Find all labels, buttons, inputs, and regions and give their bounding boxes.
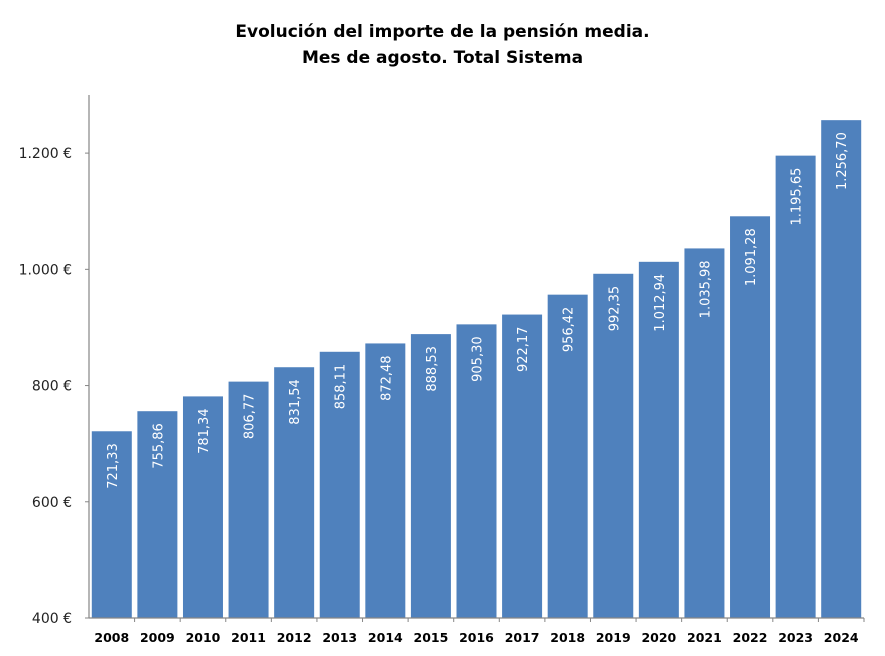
bar-2021 xyxy=(684,248,725,618)
bar-2016 xyxy=(456,324,497,618)
chart-subtitle: Mes de agosto. Total Sistema xyxy=(301,48,584,68)
x-tick-label-2010: 2010 xyxy=(186,630,221,645)
bar-2024 xyxy=(821,120,862,618)
x-tick-label-2019: 2019 xyxy=(596,630,631,645)
x-tick-label-2014: 2014 xyxy=(368,630,403,645)
bar-2013 xyxy=(319,351,360,618)
bar-2008 xyxy=(91,431,132,618)
x-tick-label-2016: 2016 xyxy=(459,630,494,645)
bar-2014 xyxy=(365,343,406,618)
data-label-2010: 781,34 xyxy=(197,408,212,454)
y-tick-label: 800 € xyxy=(32,379,72,395)
x-tick-label-2009: 2009 xyxy=(140,630,175,645)
data-label-2014: 872,48 xyxy=(379,355,394,401)
bar-2012 xyxy=(274,367,315,618)
x-tick-label-2011: 2011 xyxy=(231,630,266,645)
bar-2015 xyxy=(410,334,451,618)
data-label-2016: 905,30 xyxy=(471,336,486,382)
bar-2018 xyxy=(547,294,588,618)
x-tick-label-2015: 2015 xyxy=(414,630,449,645)
data-label-2022: 1.091,28 xyxy=(744,228,759,286)
bar-2017 xyxy=(502,314,543,618)
y-tick-label: 1.200 € xyxy=(19,146,72,162)
data-label-2012: 831,54 xyxy=(288,379,303,425)
bar-2019 xyxy=(593,273,634,618)
y-tick-label: 1.000 € xyxy=(19,262,72,278)
data-label-2009: 755,86 xyxy=(151,423,166,469)
bar-2011 xyxy=(228,381,269,618)
bar-2009 xyxy=(137,411,178,618)
data-label-2019: 992,35 xyxy=(607,286,622,332)
x-tick-label-2008: 2008 xyxy=(94,630,129,645)
data-label-2011: 806,77 xyxy=(243,394,258,440)
x-tick-label-2012: 2012 xyxy=(277,630,312,645)
chart-title: Evolución del importe de la pensión medi… xyxy=(235,22,650,42)
data-label-2008: 721,33 xyxy=(106,443,121,489)
bar-2020 xyxy=(638,261,679,618)
data-label-2024: 1.256,70 xyxy=(835,132,850,190)
x-tick-label-2024: 2024 xyxy=(824,630,859,645)
x-tick-label-2017: 2017 xyxy=(505,630,540,645)
bar-2023 xyxy=(775,155,816,618)
bar-2010 xyxy=(182,396,223,618)
bar-2022 xyxy=(730,216,771,619)
x-tick-label-2020: 2020 xyxy=(641,630,676,645)
data-label-2018: 956,42 xyxy=(562,307,577,353)
data-label-2017: 922,17 xyxy=(516,327,531,373)
data-label-2021: 1.035,98 xyxy=(698,260,713,318)
x-tick-label-2013: 2013 xyxy=(322,630,357,645)
x-tick-label-2023: 2023 xyxy=(778,630,813,645)
y-tick-label: 400 € xyxy=(32,611,72,627)
y-tick-label: 600 € xyxy=(32,495,72,511)
data-label-2023: 1.195,65 xyxy=(790,168,805,226)
data-label-2020: 1.012,94 xyxy=(653,274,668,332)
x-tick-label-2021: 2021 xyxy=(687,630,722,645)
x-tick-label-2018: 2018 xyxy=(550,630,585,645)
data-label-2015: 888,53 xyxy=(425,346,440,392)
x-tick-label-2022: 2022 xyxy=(733,630,768,645)
data-label-2013: 858,11 xyxy=(334,364,349,410)
